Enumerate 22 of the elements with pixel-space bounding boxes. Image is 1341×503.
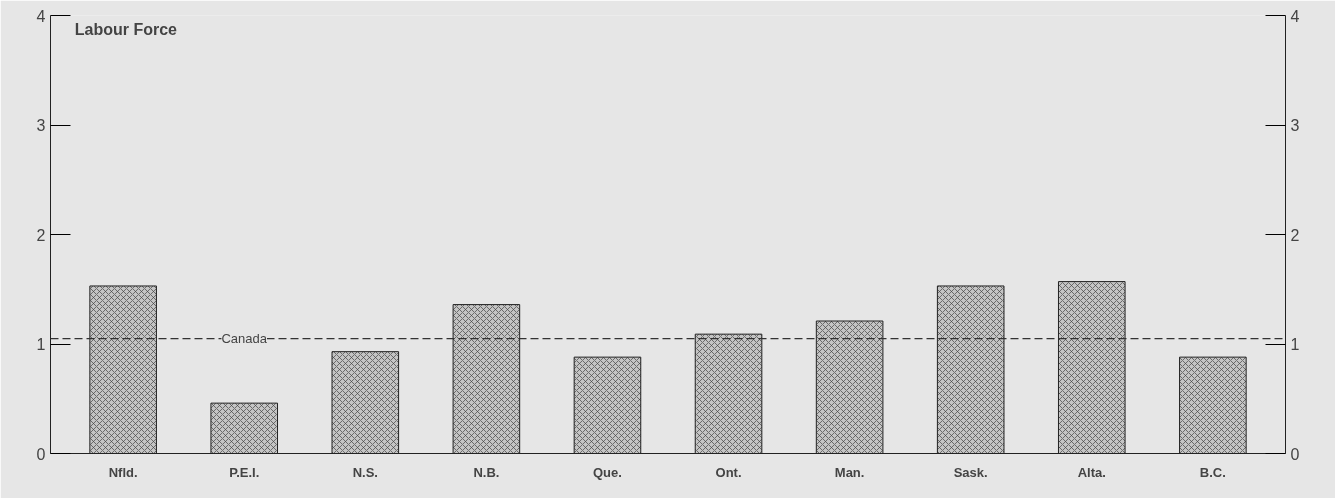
y2-tick-label: 0 [1290, 445, 1300, 463]
x-tick-label: Sask. [953, 464, 988, 480]
chart-title: Labour Force [74, 20, 178, 38]
x-tick-label: Alta. [1077, 464, 1106, 480]
y-tick-label: 1 [36, 336, 46, 353]
ref-line-label: Canada [221, 331, 268, 347]
y-tick-label: 4 [36, 7, 46, 25]
y-tick-label: 0 [36, 445, 46, 463]
y2-tick-label: 1 [1290, 336, 1300, 353]
x-tick-label: P.E.I. [229, 464, 260, 480]
x-tick-label: Que. [593, 464, 622, 480]
x-tick-label: Ont. [715, 464, 742, 480]
y2-tick-label: 2 [1290, 226, 1300, 244]
y-tick-label: 3 [36, 117, 46, 134]
x-tick-label: B.C. [1199, 464, 1226, 480]
y-tick-label: 2 [36, 226, 46, 244]
x-tick-label: N.S. [352, 464, 378, 480]
y2-tick-label: 4 [1290, 7, 1300, 25]
x-tick-label: Nfld. [108, 464, 138, 480]
x-tick-label: N.B. [473, 464, 500, 480]
x-tick-label: Man. [834, 464, 865, 480]
y2-tick-label: 3 [1290, 117, 1300, 134]
